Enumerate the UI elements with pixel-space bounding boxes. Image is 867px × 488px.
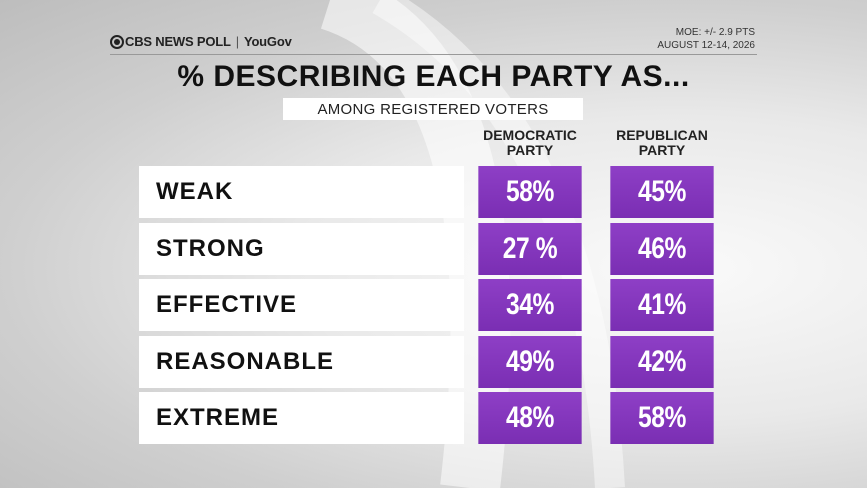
margin-of-error: MOE: +/- 2.9 PTS	[675, 27, 755, 38]
row-label-reasonable: REASONABLE	[139, 336, 464, 388]
column-header-line1: DEMOCRATIC	[483, 127, 577, 143]
democratic-value-effective: 34%	[478, 279, 582, 331]
democratic-value-strong: 27 %	[478, 223, 582, 275]
column-header-line1: REPUBLICAN	[616, 127, 708, 143]
democratic-value-reasonable: 49%	[478, 336, 582, 388]
column-header-line2: PARTY	[506, 142, 554, 158]
democratic-value-extreme: 48%	[478, 392, 582, 444]
poll-info: MOE: +/- 2.9 PTS AUGUST 12-14, 2026	[657, 26, 755, 52]
poll-dates: AUGUST 12-14, 2026	[657, 40, 755, 51]
column-header-republican: REPUBLICAN PARTY	[602, 128, 722, 158]
republican-value-weak: 45%	[610, 166, 714, 218]
republican-value-effective: 41%	[610, 279, 714, 331]
brand-header: CBS NEWS POLL | YouGov	[110, 34, 292, 49]
democratic-value-weak: 58%	[478, 166, 582, 218]
column-header-line2: PARTY	[638, 142, 686, 158]
brand-name: CBS NEWS POLL	[125, 34, 231, 49]
republican-value-reasonable: 42%	[610, 336, 714, 388]
row-label-strong: STRONG	[139, 223, 464, 275]
republican-value-strong: 46%	[610, 223, 714, 275]
row-label-extreme: EXTREME	[139, 392, 464, 444]
row-label-effective: EFFECTIVE	[139, 279, 464, 331]
chart-title: % DESCRIBING EACH PARTY AS...	[177, 60, 690, 93]
column-header-democratic: DEMOCRATIC PARTY	[470, 128, 590, 158]
brand-separator: |	[235, 34, 239, 49]
partner-name: YouGov	[243, 34, 292, 49]
row-label-weak: WEAK	[139, 166, 464, 218]
republican-value-extreme: 58%	[610, 392, 714, 444]
header-divider	[110, 54, 757, 55]
chart-subtitle: AMONG REGISTERED VOTERS	[283, 98, 583, 120]
cbs-eye-icon	[110, 34, 124, 49]
